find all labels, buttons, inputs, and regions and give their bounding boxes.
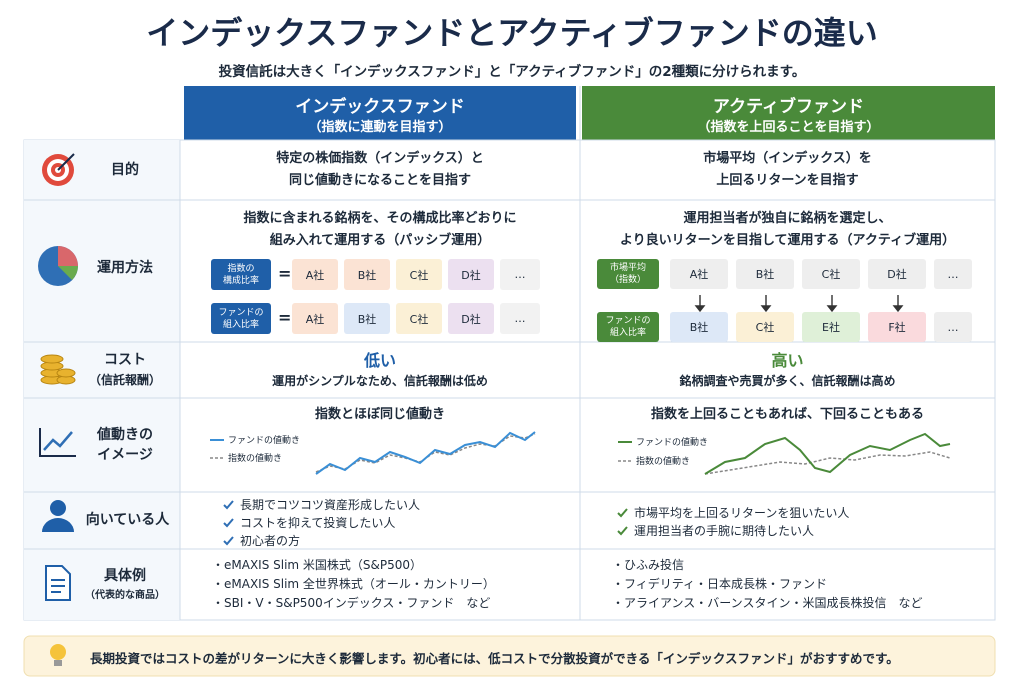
row-label-note: （信託報酬） — [88, 373, 161, 387]
company-box: … — [934, 259, 972, 289]
subtitle: 投資信託は大きく「インデックスファンド」と「アクティブファンド」の2種類に分けら… — [218, 64, 806, 80]
box-label-line: 市場平均 — [609, 263, 646, 273]
box-label-line: ファンドの — [218, 307, 264, 318]
list-item: ・SBI・V・S&P500インデックス・ファンド など — [212, 596, 491, 610]
company-box: B社 — [670, 312, 728, 342]
row-label: 向いている人 — [85, 512, 170, 528]
company-box: C社 — [736, 312, 794, 342]
company-box: F社 — [868, 312, 926, 342]
operator: = — [278, 264, 292, 283]
box-label-line: 指数の — [227, 263, 255, 274]
legend-label: 指数の値動き — [636, 457, 691, 467]
cell-text: 運用がシンプルなため、信託報酬は低め — [272, 374, 488, 388]
cell-text: 上回るリターンを目指す — [716, 173, 859, 188]
list-item: ・フィデリティ・日本成長株・ファンド — [612, 577, 828, 591]
row-label-note: （代表的な商品） — [85, 590, 165, 601]
box-label: ファンドの 組入比率 — [211, 303, 271, 334]
company-box: D社 — [448, 259, 494, 290]
row-label: 運用方法 — [97, 260, 153, 276]
company-box: A社 — [670, 259, 728, 289]
company-box: … — [500, 259, 540, 290]
list-item: ・ひふみ投信 — [612, 558, 685, 572]
column-title: アクティブファンド — [712, 97, 865, 117]
list-item: 市場平均を上回るリターンを狙いたい人 — [634, 506, 850, 520]
company-box: E社 — [802, 312, 860, 342]
company-box: A社 — [292, 303, 338, 334]
operator: = — [278, 308, 292, 327]
company-box: A社 — [292, 259, 338, 290]
list-item: 長期でコツコツ資産形成したい人 — [240, 498, 421, 512]
list-item: 初心者の方 — [240, 534, 301, 548]
cost-level: 高い — [771, 351, 804, 370]
box-label-line: 組入比率 — [609, 328, 646, 338]
box-label-line: ファンドの — [605, 316, 651, 326]
row-label: 具体例 — [104, 568, 146, 584]
cell-text: 指数に含まれる銘柄を、その構成比率どおりに — [243, 211, 517, 226]
cell-text: 組み入れて運用する（パッシブ運用） — [269, 233, 491, 248]
legend-label: ファンドの値動き — [228, 436, 301, 446]
company-box: C社 — [396, 303, 442, 334]
column-note: （指数を上回ることを目指す） — [697, 120, 880, 135]
company-box: D社 — [448, 303, 494, 334]
company-box: B社 — [344, 303, 390, 334]
row-label: イメージ — [97, 447, 153, 463]
row-label: 目的 — [111, 162, 139, 178]
cell-text: 特定の株価指数（インデックス）と — [276, 151, 484, 166]
list-item: ・アライアンス・バーンスタイン・米国成長株投信 など — [612, 596, 923, 610]
cell-text: 指数を上回ることもあれば、下回ることもある — [650, 407, 924, 422]
company-box: B社 — [736, 259, 794, 289]
company-box: … — [500, 303, 540, 334]
cell-text: 運用担当者が独自に銘柄を選定し、 — [683, 211, 892, 226]
title: インデックスファンドとアクティブファンドの違い — [146, 14, 878, 52]
row-label: コスト — [104, 352, 146, 368]
cell-text: 銘柄調査や売買が多く、信託報酬は高め — [679, 374, 896, 388]
box-label-line: 組入比率 — [222, 319, 259, 330]
legend-label: 指数の値動き — [228, 454, 283, 464]
company-box: C社 — [396, 259, 442, 290]
list-item: ・eMAXIS Slim 米国株式（S&P500） — [212, 558, 423, 572]
box-label-line: （指数） — [609, 275, 646, 285]
cell-text: より良いリターンを目指して運用する（アクティブ運用） — [619, 233, 956, 248]
company-box: … — [934, 312, 972, 342]
company-box: C社 — [802, 259, 860, 289]
legend-label: ファンドの値動き — [636, 438, 709, 448]
column-title: インデックスファンド — [295, 97, 465, 117]
box-label: 市場平均 （指数） — [597, 259, 659, 289]
list-item: コストを抑えて投資したい人 — [240, 516, 396, 530]
box-label: 指数の 構成比率 — [211, 259, 271, 290]
cell-text: 指数とほぼ同じ値動き — [314, 407, 445, 422]
cell-text: 市場平均（インデックス）を — [703, 151, 872, 166]
company-box: D社 — [868, 259, 926, 289]
box-label: ファンドの 組入比率 — [597, 312, 659, 342]
cell-text: 同じ値動きになることを目指す — [288, 173, 471, 188]
list-item: 運用担当者の手腕に期待したい人 — [634, 524, 815, 538]
list-item: ・eMAXIS Slim 全世界株式（オール・カントリー） — [212, 577, 495, 591]
cost-level: 低い — [363, 351, 396, 370]
footer-note: 長期投資ではコストの差がリターンに大きく影響します。初心者には、低コストで分散投… — [90, 651, 899, 666]
company-box: B社 — [344, 259, 390, 290]
column-note: （指数に連動を目指す） — [308, 120, 452, 135]
box-label-line: 構成比率 — [222, 275, 259, 286]
row-label: 値動きの — [97, 427, 153, 443]
